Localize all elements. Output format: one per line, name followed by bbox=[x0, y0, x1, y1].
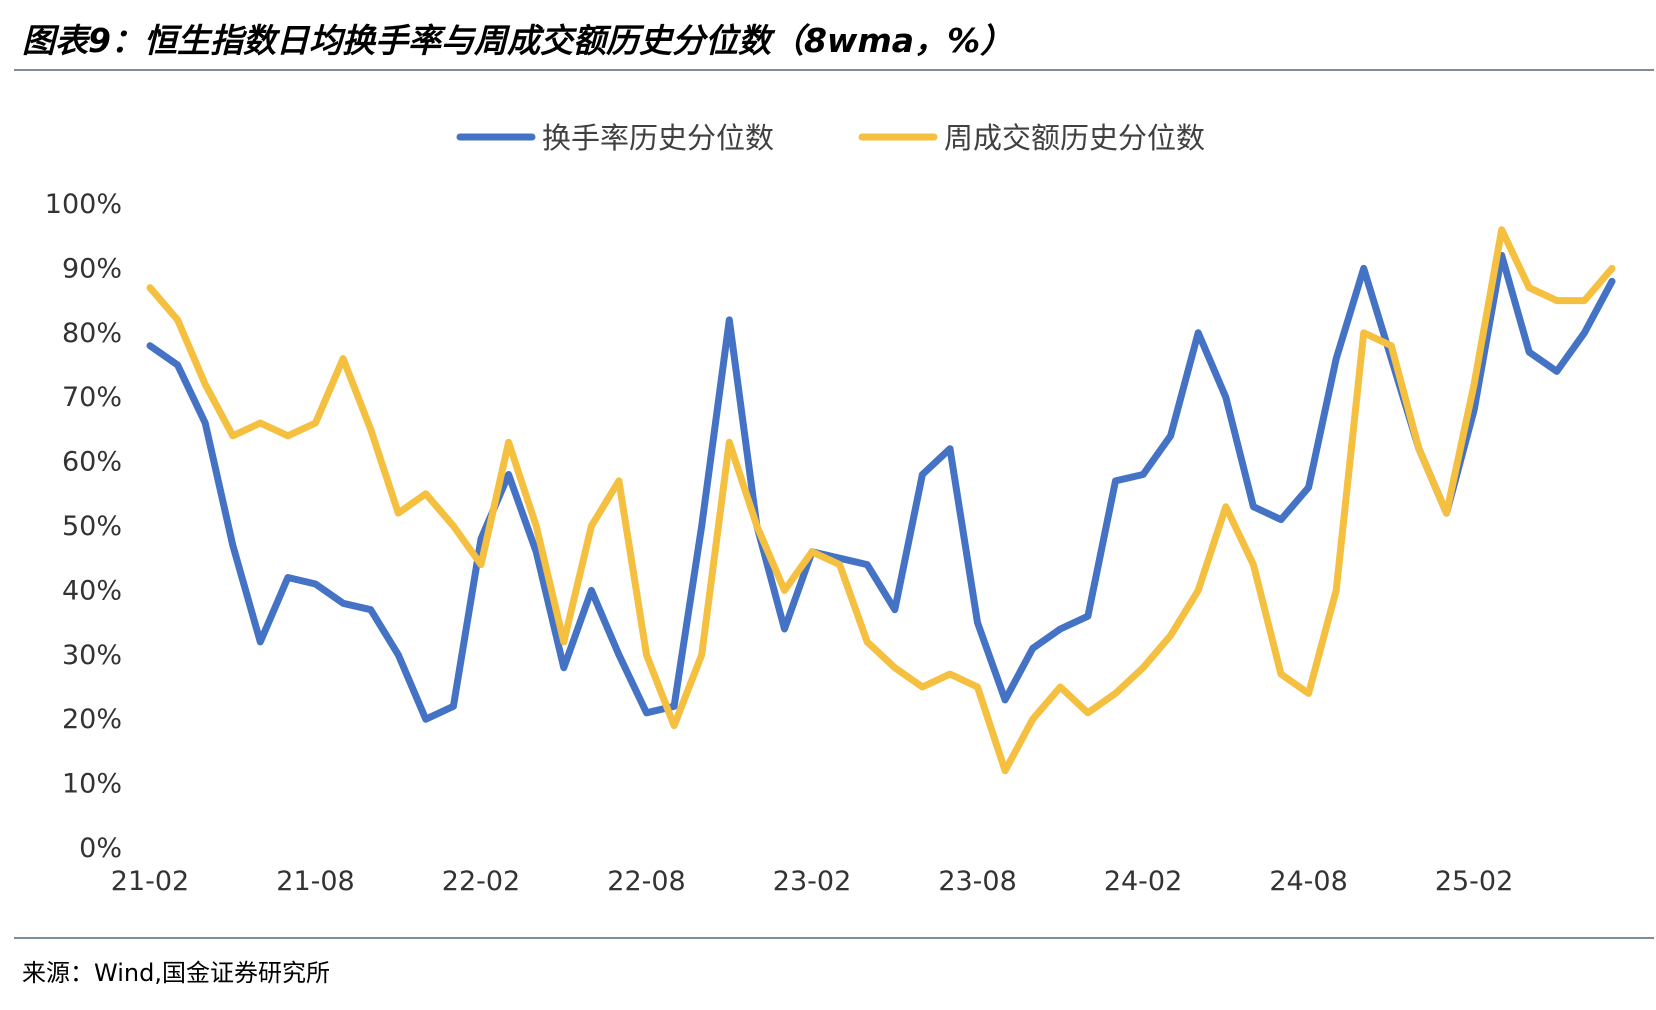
x-tick-label: 22-02 bbox=[442, 866, 520, 897]
legend-label-2: 周成交额历史分位数 bbox=[944, 121, 1205, 155]
x-tick-label: 23-02 bbox=[773, 866, 851, 897]
x-tick-label: 24-02 bbox=[1104, 866, 1182, 897]
y-tick-label: 100% bbox=[45, 189, 122, 220]
title-divider bbox=[14, 69, 1654, 71]
series-line-1 bbox=[146, 252, 1616, 723]
y-axis: 0% 10% 20% 30% 40% 50% 60% 70% 80% 90% 100% bbox=[45, 189, 122, 864]
legend: 换手率历史分位数 周成交额历史分位数 bbox=[456, 121, 1205, 155]
y-tick-label: 30% bbox=[62, 640, 122, 671]
y-tick-label: 20% bbox=[62, 704, 122, 735]
source-divider bbox=[14, 937, 1654, 939]
line-chart: 换手率历史分位数 周成交额历史分位数 0% 10% 20% 30% 40% 50% 60% 70… bbox=[45, 121, 1616, 897]
x-tick-label: 21-02 bbox=[111, 866, 189, 897]
y-tick-label: 60% bbox=[62, 447, 122, 478]
x-tick-label: 21-08 bbox=[276, 866, 354, 897]
x-tick-label: 24-08 bbox=[1269, 866, 1347, 897]
y-tick-label: 10% bbox=[62, 769, 122, 800]
source-note: 来源：Wind,国金证券研究所 bbox=[22, 959, 330, 987]
y-tick-label: 80% bbox=[62, 318, 122, 349]
x-tick-label: 25-02 bbox=[1435, 866, 1513, 897]
x-axis: 21-02 21-08 22-02 22-08 23-02 23-08 24-02 24-08… bbox=[111, 866, 1514, 897]
y-tick-label: 90% bbox=[62, 253, 122, 284]
x-tick-label: 22-08 bbox=[607, 866, 685, 897]
y-tick-label: 40% bbox=[62, 575, 122, 606]
y-tick-label: 70% bbox=[62, 382, 122, 413]
legend-label-1: 换手率历史分位数 bbox=[542, 121, 774, 155]
figure-title: 图表9：恒生指数日均换手率与周成交额历史分位数（8wma，%） bbox=[22, 21, 1014, 60]
y-tick-label: 50% bbox=[62, 511, 122, 542]
y-tick-label: 0% bbox=[79, 833, 122, 864]
series-layer bbox=[146, 226, 1616, 775]
series-line-2 bbox=[146, 226, 1616, 775]
x-tick-label: 23-08 bbox=[938, 866, 1016, 897]
